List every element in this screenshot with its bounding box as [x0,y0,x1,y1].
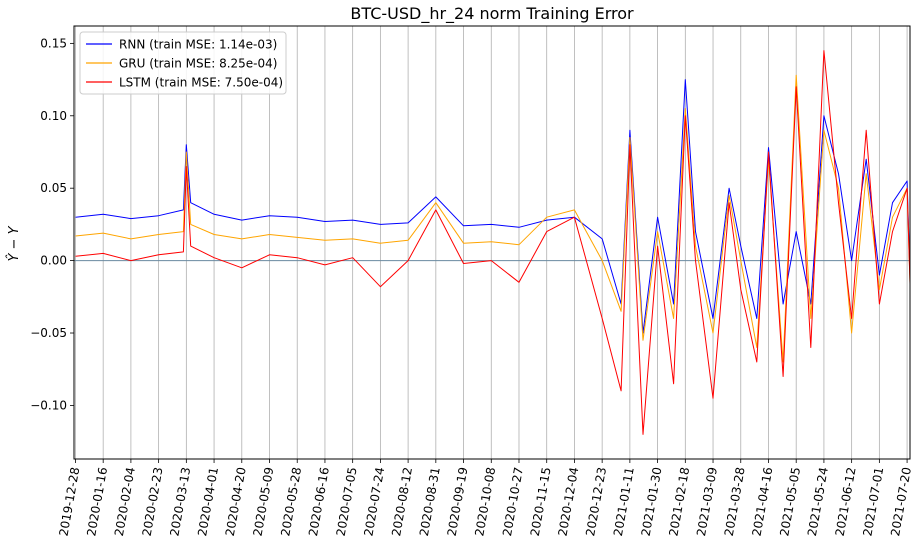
chart-title: BTC-USD_hr_24 norm Training Error [350,4,634,24]
y-tick-label: 0.05 [40,181,67,195]
legend-box [79,31,287,95]
series-lines [75,50,911,435]
series-line-lstm [75,50,911,435]
y-tick-label: 0.10 [40,109,67,123]
plot-frame [73,25,911,460]
y-tick-label: −0.10 [30,398,67,412]
y-tick-label: 0.00 [40,254,67,268]
y-tick-label: 0.15 [40,36,67,50]
y-axis: −0.10 −0.05 0.00 0.05 0.10 0.15 [30,36,74,412]
series-line-gru [75,74,911,363]
y-axis-label: Ŷ − Y [6,225,22,261]
legend: RNN (train MSE: 1.14e-03) GRU (train MSE:… [79,31,287,95]
y-tick-label: −0.05 [30,326,67,340]
legend-label: GRU (train MSE: 8.25e-04) [119,57,277,71]
legend-label: LSTM (train MSE: 7.50e-04) [119,76,283,90]
legend-label: RNN (train MSE: 1.14e-03) [119,38,277,52]
